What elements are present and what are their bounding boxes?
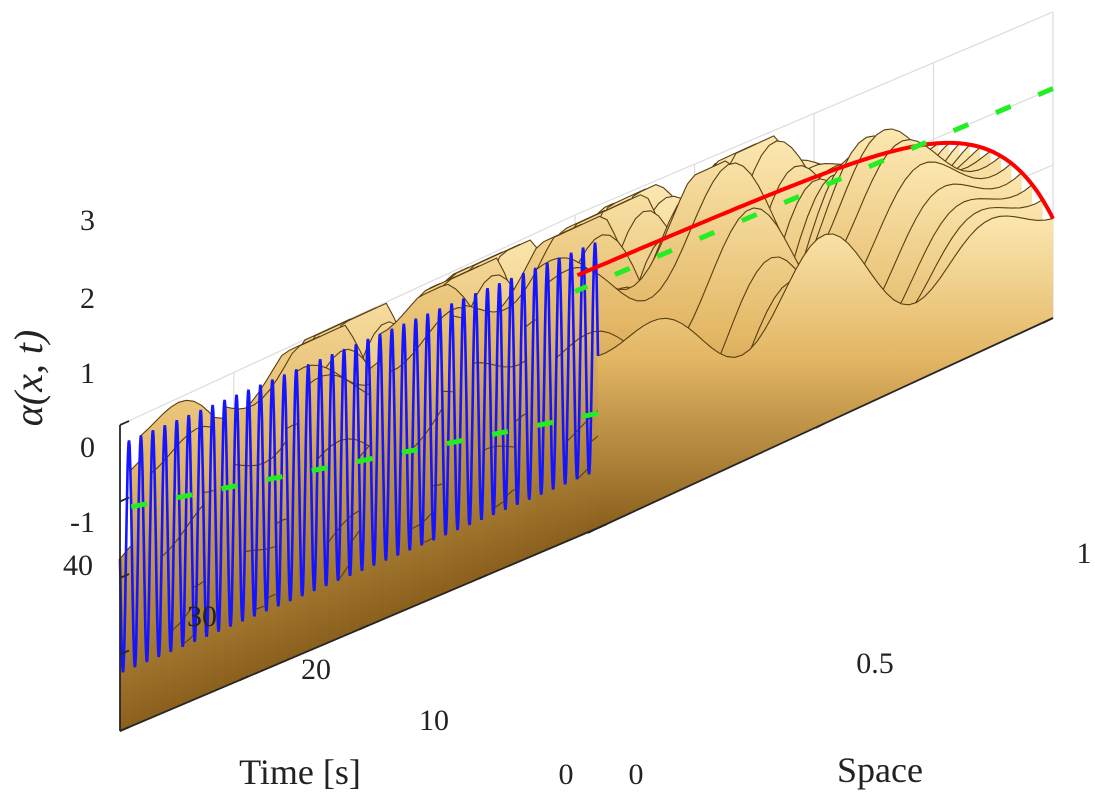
- x-tick-label: 0: [629, 758, 644, 791]
- z-tick-label: 2: [80, 282, 95, 315]
- z-tick-label: -1: [70, 506, 95, 539]
- time-tick-mark: [239, 675, 249, 682]
- y-axis-label: Time [s]: [239, 752, 361, 792]
- y-tick-label: 20: [301, 653, 331, 686]
- z-tick-label: 3: [80, 204, 95, 237]
- time-tick-mark: [478, 573, 488, 580]
- z-tick-mark: [119, 649, 130, 656]
- space-tick-mark: [587, 527, 599, 534]
- axes: [119, 317, 1054, 732]
- z-axis-label: α(x, t): [6, 330, 51, 427]
- right-boundary-line: [576, 140, 1055, 278]
- y-tick-label: 30: [187, 600, 217, 633]
- x-axis-label: Space: [837, 750, 923, 790]
- reference-line-x0: [119, 410, 599, 512]
- y-tick-label: 40: [63, 549, 93, 582]
- z-tick-mark: [119, 573, 130, 579]
- surface-slice: [598, 216, 1053, 528]
- x-tick-label: 1: [1077, 537, 1092, 570]
- boundary-lines: [118, 86, 1055, 673]
- z-tick-mark: [119, 496, 130, 503]
- z-tick-mark: [119, 420, 130, 426]
- time-tick-mark: [358, 624, 369, 631]
- left-boundary-line: [118, 242, 600, 673]
- z-tick-label: 1: [80, 357, 95, 390]
- x-tick-label: 0.5: [856, 647, 894, 680]
- z-tick-label: 0: [80, 431, 95, 464]
- time-tick-mark: [597, 523, 608, 529]
- space-tick-mark: [815, 422, 826, 429]
- surface-ridge: [597, 215, 1054, 358]
- time-tick-mark: [119, 726, 130, 732]
- y-tick-label: 10: [419, 704, 449, 737]
- y-tick-label: 0: [559, 758, 574, 791]
- space-tick-mark: [1042, 317, 1054, 324]
